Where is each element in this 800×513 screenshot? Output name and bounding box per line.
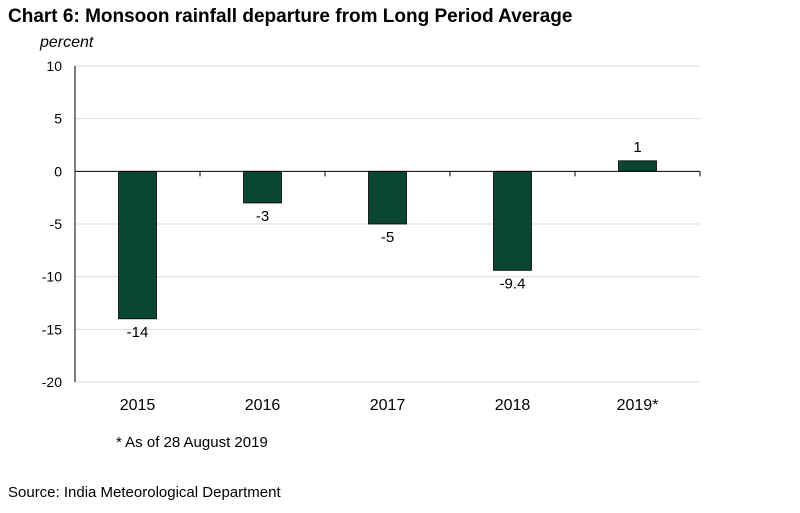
axes [74,66,701,382]
y-tick-label: -10 [42,269,62,285]
x-tick-label: 2016 [245,397,281,414]
x-tick-label: 2019* [617,397,659,414]
data-label: -5 [381,229,394,246]
y-tick-label: -20 [42,374,62,390]
chart-title: Chart 6: Monsoon rainfall departure from… [8,6,573,27]
bar-2019* [618,160,657,172]
footnote: * As of 28 August 2019 [116,434,268,451]
bar-2015 [118,170,157,320]
data-label: -9.4 [500,275,526,292]
x-tick-label: 2018 [495,397,531,414]
y-tick-label: 5 [54,111,62,127]
y-tick-label: 0 [54,163,62,179]
labels: 10 5 0 -5 -10 -15 -20 -14 2015 -3 2016 -5 2017 -9.4 20… [42,58,659,414]
bar-2017 [368,170,407,225]
bar-2018 [493,170,532,271]
bar-2016 [243,170,282,204]
x-tick-label: 2017 [370,397,406,414]
data-label: 1 [633,139,641,156]
y-tick-label: 10 [46,58,62,74]
y-tick-label: -5 [50,216,63,232]
data-label: -14 [127,324,149,341]
data-label: -3 [256,208,269,225]
y-axis-unit-label: percent [40,34,94,51]
y-tick-label: -15 [42,321,62,337]
x-tick-label: 2015 [120,397,156,414]
bars [118,160,657,320]
gridlines [75,65,700,383]
source-note: Source: India Meteorological Department [8,484,281,501]
